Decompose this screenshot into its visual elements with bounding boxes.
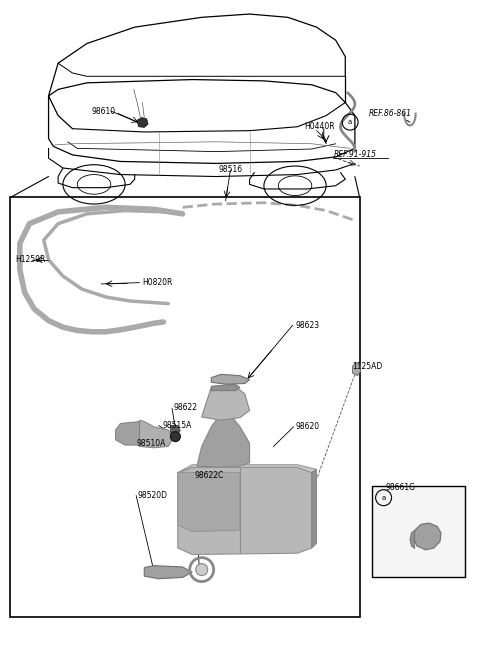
Polygon shape [312, 469, 317, 548]
Text: 98610: 98610 [92, 106, 116, 116]
Text: 98515A: 98515A [162, 421, 192, 430]
Text: REF.86-861: REF.86-861 [369, 109, 412, 118]
Text: H1250R: H1250R [15, 255, 46, 264]
Polygon shape [140, 420, 173, 447]
Polygon shape [178, 464, 317, 472]
Text: 98516: 98516 [218, 166, 242, 175]
Polygon shape [352, 363, 360, 376]
Polygon shape [170, 426, 180, 434]
Text: H0440R: H0440R [305, 122, 335, 131]
Polygon shape [211, 374, 250, 384]
Text: H0820R: H0820R [142, 278, 172, 287]
Text: 98510A: 98510A [136, 439, 166, 447]
Polygon shape [197, 414, 250, 467]
Text: 98623: 98623 [295, 321, 319, 330]
Text: REF.91-915: REF.91-915 [333, 150, 376, 160]
Polygon shape [211, 384, 240, 391]
Circle shape [170, 432, 180, 442]
Bar [10, 198, 360, 617]
Bar [372, 486, 465, 578]
Polygon shape [413, 523, 441, 550]
Text: 98520D: 98520D [137, 491, 167, 500]
Text: 98622: 98622 [174, 403, 198, 412]
Polygon shape [410, 530, 415, 549]
Text: a: a [382, 495, 386, 501]
Polygon shape [178, 472, 240, 532]
Polygon shape [144, 566, 192, 579]
Text: a: a [348, 119, 352, 125]
Text: 98620: 98620 [295, 422, 319, 431]
Text: 98622C: 98622C [194, 471, 224, 480]
Text: 98661G: 98661G [386, 482, 416, 491]
Polygon shape [116, 422, 140, 445]
Text: 1125AD: 1125AD [352, 362, 383, 371]
Polygon shape [178, 467, 312, 555]
Circle shape [196, 564, 208, 576]
Polygon shape [137, 118, 148, 127]
Polygon shape [202, 386, 250, 420]
